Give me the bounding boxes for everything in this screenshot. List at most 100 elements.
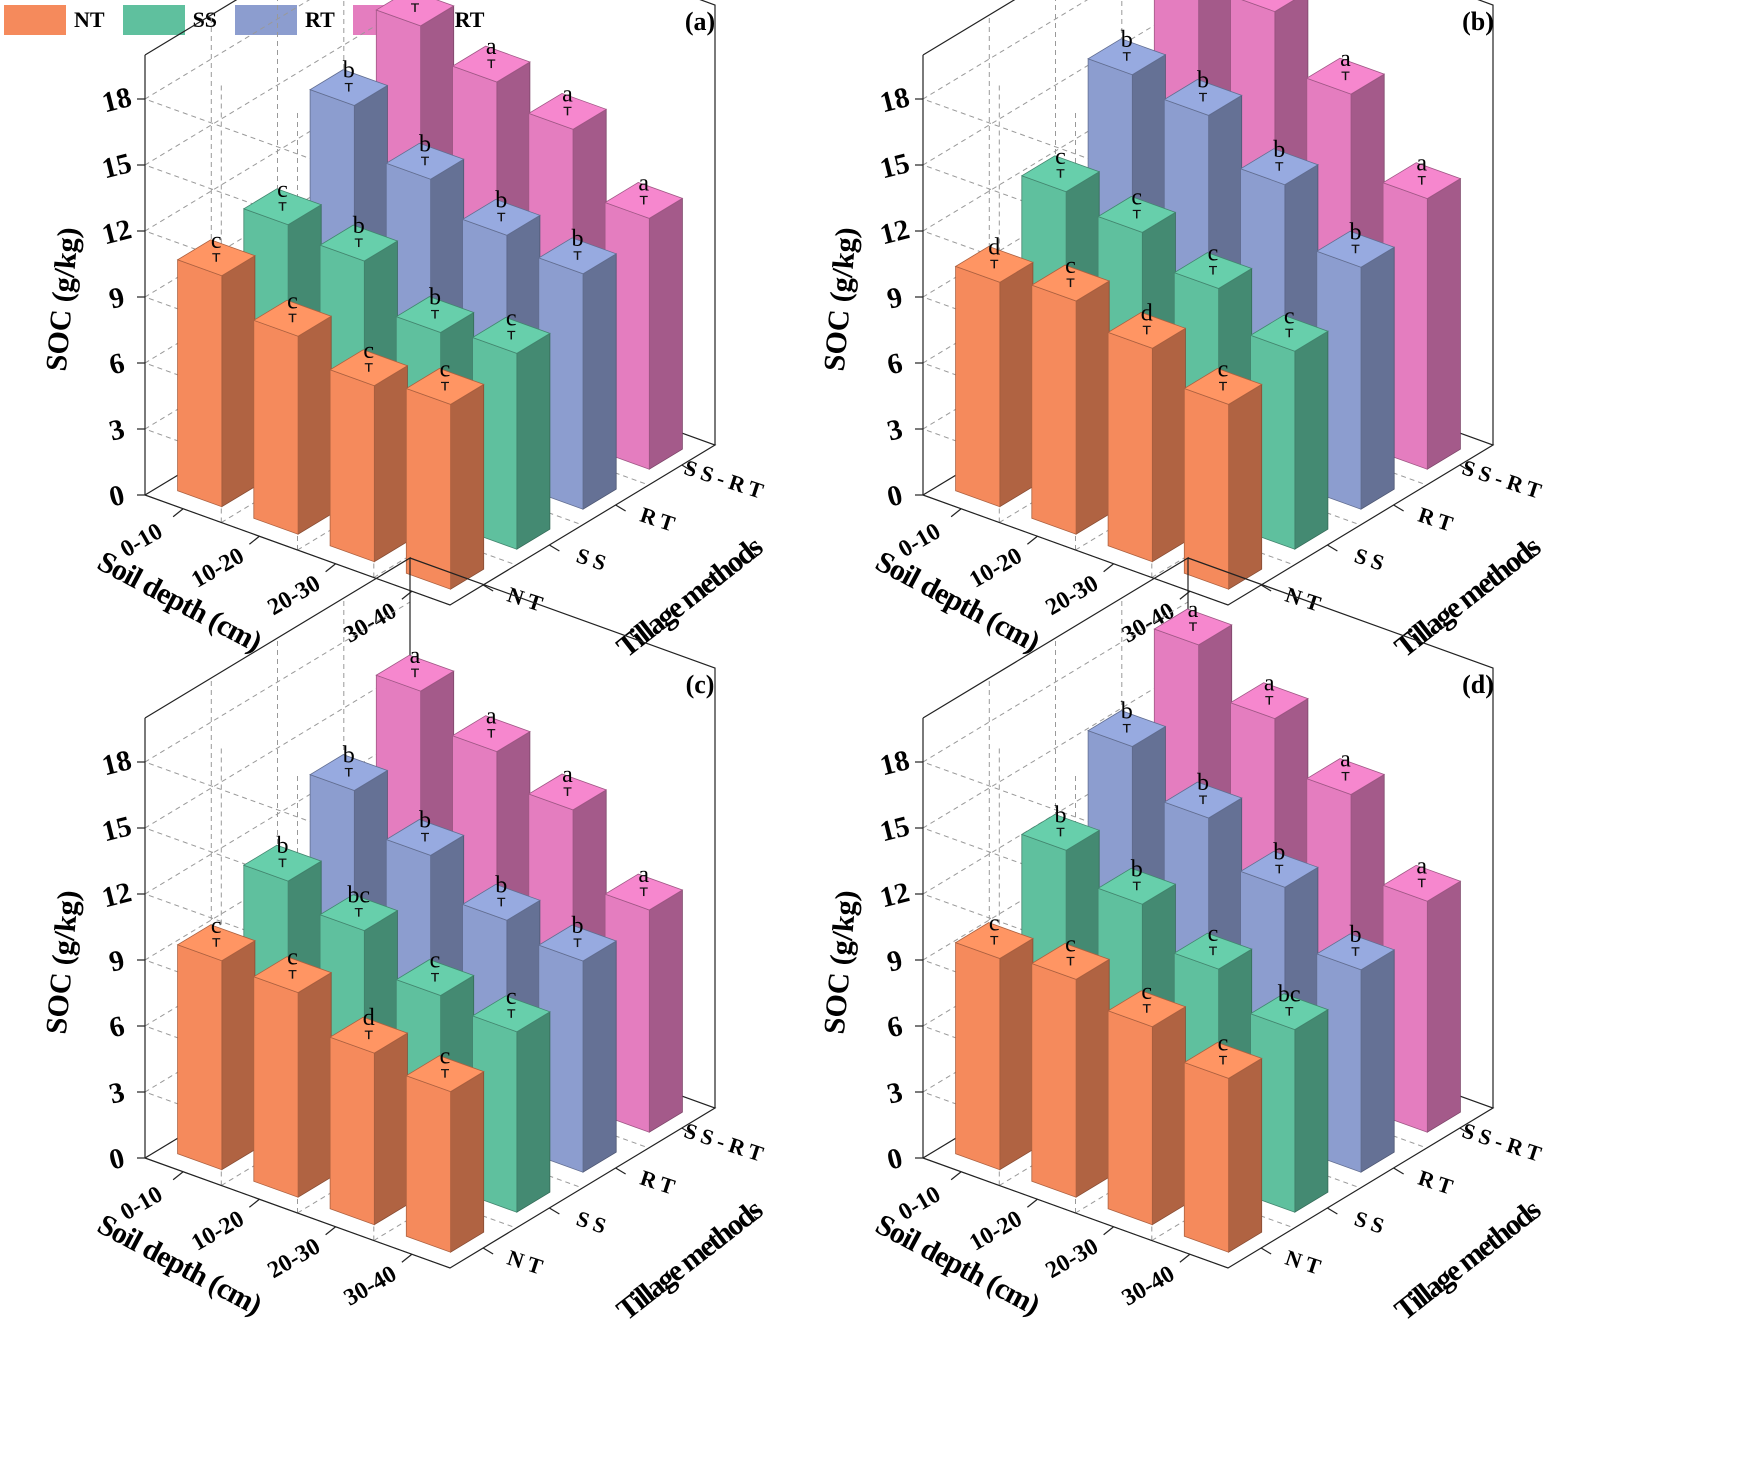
z-axis-title: SOC (g/kg) <box>818 226 863 373</box>
z-axis-title: SOC (g/kg) <box>40 889 85 1036</box>
depth-tick <box>1027 535 1038 545</box>
significance-letter: c <box>430 948 441 974</box>
method-tick <box>615 504 626 512</box>
z-tick-label: 15 <box>877 810 913 848</box>
legend-swatch-nt <box>4 5 66 35</box>
legend-swatch-rt <box>235 5 298 35</box>
significance-letter: c <box>506 984 517 1010</box>
significance-letter: b <box>1197 67 1209 93</box>
method-tick-label: SS-RT <box>1459 455 1549 506</box>
bar-side-face <box>373 1032 408 1226</box>
z-axis-title: SOC (g/kg) <box>40 226 85 373</box>
bar-nt-0-10: c <box>954 911 1034 1171</box>
significance-letter: a <box>1416 151 1427 177</box>
bar-ss-30-40: c <box>1249 303 1329 550</box>
legend-item-nt: NT <box>4 5 105 35</box>
bar-ss-30-40: c <box>471 305 551 550</box>
method-tick <box>1260 584 1272 592</box>
bar-side-face <box>648 889 683 1133</box>
method-tick <box>1459 1127 1471 1135</box>
depth-tick <box>172 508 184 518</box>
bars: a a a a b b b b b bc c c c c d c <box>176 643 684 1253</box>
side-wall-frame <box>1187 557 1494 1108</box>
depth-tick-label: 20-30 <box>1041 570 1102 621</box>
method-tick-label: SS <box>1351 1206 1392 1240</box>
bar-side-face <box>516 332 551 550</box>
significance-letter: d <box>988 234 1000 260</box>
bar-front-face <box>1031 962 1077 1198</box>
panel-label: (c) <box>686 670 715 699</box>
bar-side-face <box>297 971 332 1198</box>
significance-letter: a <box>1188 597 1199 623</box>
bar-front-face <box>955 942 1001 1171</box>
depth-tick-label: 20-30 <box>1041 1233 1102 1284</box>
bar-nt-10-20: c <box>1030 253 1111 535</box>
z-tick-label: 12 <box>99 876 135 914</box>
bar-side-face <box>648 197 683 470</box>
method-tick <box>1327 544 1338 552</box>
method-tick <box>549 544 560 552</box>
depth-tick <box>401 1253 413 1263</box>
bar-nt-20-30: c <box>329 338 409 563</box>
bar-side-face <box>297 315 332 535</box>
bar-nt-30-40: c <box>405 356 485 590</box>
bar-front-face <box>1183 1061 1230 1253</box>
z-tick-label: 12 <box>877 213 913 251</box>
significance-letter: b <box>1273 137 1285 163</box>
significance-letter: a <box>1340 46 1351 72</box>
bars: aaaabbbbccccdcdc <box>954 0 1462 590</box>
z-tick-label: 0 <box>106 1142 128 1177</box>
legend-swatch-ss <box>122 5 185 35</box>
method-tick-label: SS-RT <box>681 455 771 506</box>
significance-letter: a <box>410 0 421 4</box>
bar-front-face <box>253 319 299 535</box>
method-tick <box>482 1247 494 1255</box>
bar-side-face <box>1360 246 1395 510</box>
depth-tick-label: 30-40 <box>1118 1261 1179 1312</box>
bar-ss-rt-30-40: a <box>604 170 684 470</box>
z-tick-label: 3 <box>106 413 128 448</box>
depth-tick <box>325 563 336 573</box>
depth-tick <box>950 508 962 518</box>
z-tick-label: 15 <box>99 147 135 185</box>
depth-tick <box>1179 1253 1191 1263</box>
panel-label: (d) <box>1462 670 1494 699</box>
bar-side-face <box>999 937 1034 1171</box>
z-tick-label: 9 <box>106 281 128 316</box>
significance-letter: b <box>343 58 355 84</box>
significance-letter: b <box>495 872 507 898</box>
depth-tick <box>1103 563 1114 573</box>
bar-side-face <box>582 940 617 1173</box>
z-tick-label: 0 <box>106 479 128 514</box>
method-tick <box>1393 1167 1404 1175</box>
depth-tick-label: 10-20 <box>965 1206 1026 1257</box>
significance-letter: b <box>419 131 431 157</box>
significance-letter: bc <box>1278 982 1301 1008</box>
significance-letter: a <box>638 170 649 196</box>
method-tick-label: NT <box>504 1245 550 1281</box>
method-tick-label: SS <box>573 1206 614 1240</box>
method-axis-title: Tillage methods <box>1389 530 1547 664</box>
side-wall-frame <box>1477 0 1494 445</box>
bar-side-face <box>450 383 485 590</box>
bar-side-face <box>582 253 617 510</box>
bar-ss-rt-30-40: a <box>1382 151 1462 470</box>
side-wall-frame <box>699 0 716 445</box>
significance-letter: b <box>1197 770 1209 796</box>
bar-front-face <box>329 1036 375 1226</box>
bar-side-face <box>1294 330 1329 550</box>
method-tick-label: SS <box>573 543 614 577</box>
bar-nt-30-40: c <box>405 1044 485 1253</box>
significance-letter: b <box>419 807 431 833</box>
z-tick-label: 3 <box>106 1076 128 1111</box>
bar-front-face <box>253 976 299 1198</box>
bar-side-face <box>1426 880 1461 1133</box>
significance-letter: c <box>1284 303 1295 329</box>
significance-letter: a <box>562 81 573 107</box>
bar-side-face <box>373 364 408 563</box>
significance-letter: b <box>343 743 355 769</box>
method-axis-title: Tillage methods <box>611 1193 769 1327</box>
significance-letter: b <box>1273 839 1285 865</box>
